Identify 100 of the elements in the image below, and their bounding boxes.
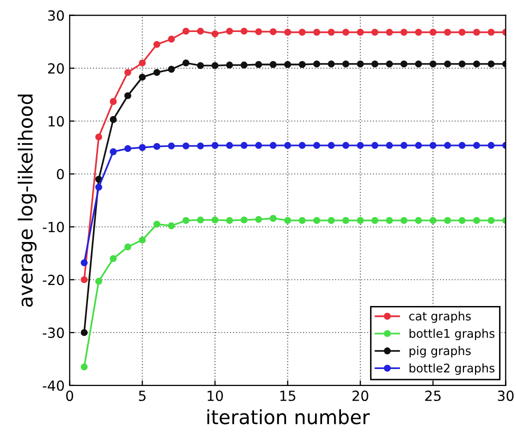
point — [400, 28, 408, 36]
point — [458, 217, 466, 224]
point — [386, 28, 393, 36]
x-tick-label: 20 — [352, 390, 368, 402]
point — [473, 60, 480, 68]
point — [488, 28, 495, 36]
point — [80, 329, 88, 336]
y-tick-label: -10 — [42, 222, 64, 232]
point — [473, 142, 480, 149]
point — [430, 28, 436, 36]
point — [430, 217, 436, 224]
point — [212, 62, 218, 70]
point — [342, 28, 350, 36]
point — [80, 259, 88, 266]
point — [458, 28, 466, 36]
point — [473, 217, 480, 224]
point — [386, 142, 393, 149]
legend-label: pig graphs — [410, 346, 471, 358]
point — [298, 142, 306, 149]
point — [284, 142, 292, 149]
point — [284, 217, 292, 224]
point — [110, 148, 117, 156]
point — [430, 60, 436, 68]
point — [270, 142, 277, 149]
point — [444, 142, 452, 149]
point — [371, 217, 378, 224]
point — [415, 142, 422, 149]
point — [415, 28, 422, 36]
point — [196, 216, 204, 224]
point — [342, 142, 350, 149]
point — [458, 142, 466, 149]
x-tick-label: 30 — [498, 390, 514, 402]
x-tick-label: 25 — [425, 390, 441, 402]
point — [298, 61, 306, 68]
point — [226, 28, 234, 35]
y-axis-title: average log-likelihood — [18, 94, 37, 307]
point — [342, 217, 350, 224]
point — [95, 184, 102, 191]
point — [400, 217, 408, 224]
point — [400, 60, 408, 68]
point — [356, 28, 364, 36]
y-tick-label: 20 — [48, 63, 64, 74]
point — [458, 60, 466, 68]
point — [196, 28, 204, 35]
point — [328, 217, 335, 224]
legend-label: cat graphs — [409, 311, 471, 323]
point — [270, 28, 277, 36]
point — [168, 142, 175, 150]
point — [313, 217, 320, 224]
y-tick-label: -30 — [42, 328, 64, 338]
legend-label: bottle2 graphs — [410, 363, 494, 375]
point — [226, 62, 234, 69]
y-tick-label: 0 — [56, 168, 64, 180]
point — [124, 243, 132, 250]
legend-label: bottle1 graphs — [410, 328, 494, 340]
point — [313, 60, 320, 68]
x-axis-title: iteration number — [207, 409, 370, 424]
point — [182, 217, 190, 224]
point — [371, 60, 378, 68]
point — [342, 60, 350, 68]
point — [168, 36, 175, 43]
point — [488, 60, 495, 68]
point — [298, 28, 306, 36]
point — [284, 61, 292, 68]
point — [168, 222, 175, 230]
point — [444, 60, 452, 68]
point — [284, 28, 292, 36]
point — [196, 62, 204, 70]
point — [212, 216, 218, 224]
point — [240, 28, 248, 35]
point — [415, 60, 422, 68]
point — [182, 142, 190, 150]
point — [226, 142, 234, 149]
point — [255, 61, 262, 68]
point — [430, 142, 436, 149]
point — [153, 220, 160, 228]
point — [328, 142, 335, 149]
point — [95, 133, 102, 140]
point — [153, 68, 160, 76]
point — [212, 30, 218, 38]
point — [182, 28, 190, 35]
x-tick-label: 15 — [280, 390, 296, 402]
point — [298, 217, 306, 224]
point — [240, 216, 248, 224]
point — [488, 142, 495, 149]
point — [270, 61, 277, 68]
point — [240, 62, 248, 69]
x-tick-label: 5 — [138, 390, 146, 402]
y-tick-label: -20 — [42, 274, 64, 286]
y-tick-label: 30 — [48, 10, 64, 21]
point — [400, 142, 408, 149]
point — [371, 28, 378, 36]
y-tick-label: 10 — [48, 116, 64, 127]
point — [138, 74, 146, 81]
x-tick-label: 0 — [66, 390, 74, 402]
point — [110, 255, 117, 262]
point — [212, 142, 218, 149]
point — [386, 217, 393, 224]
x-tick-label: 10 — [208, 390, 223, 402]
point — [444, 28, 452, 36]
